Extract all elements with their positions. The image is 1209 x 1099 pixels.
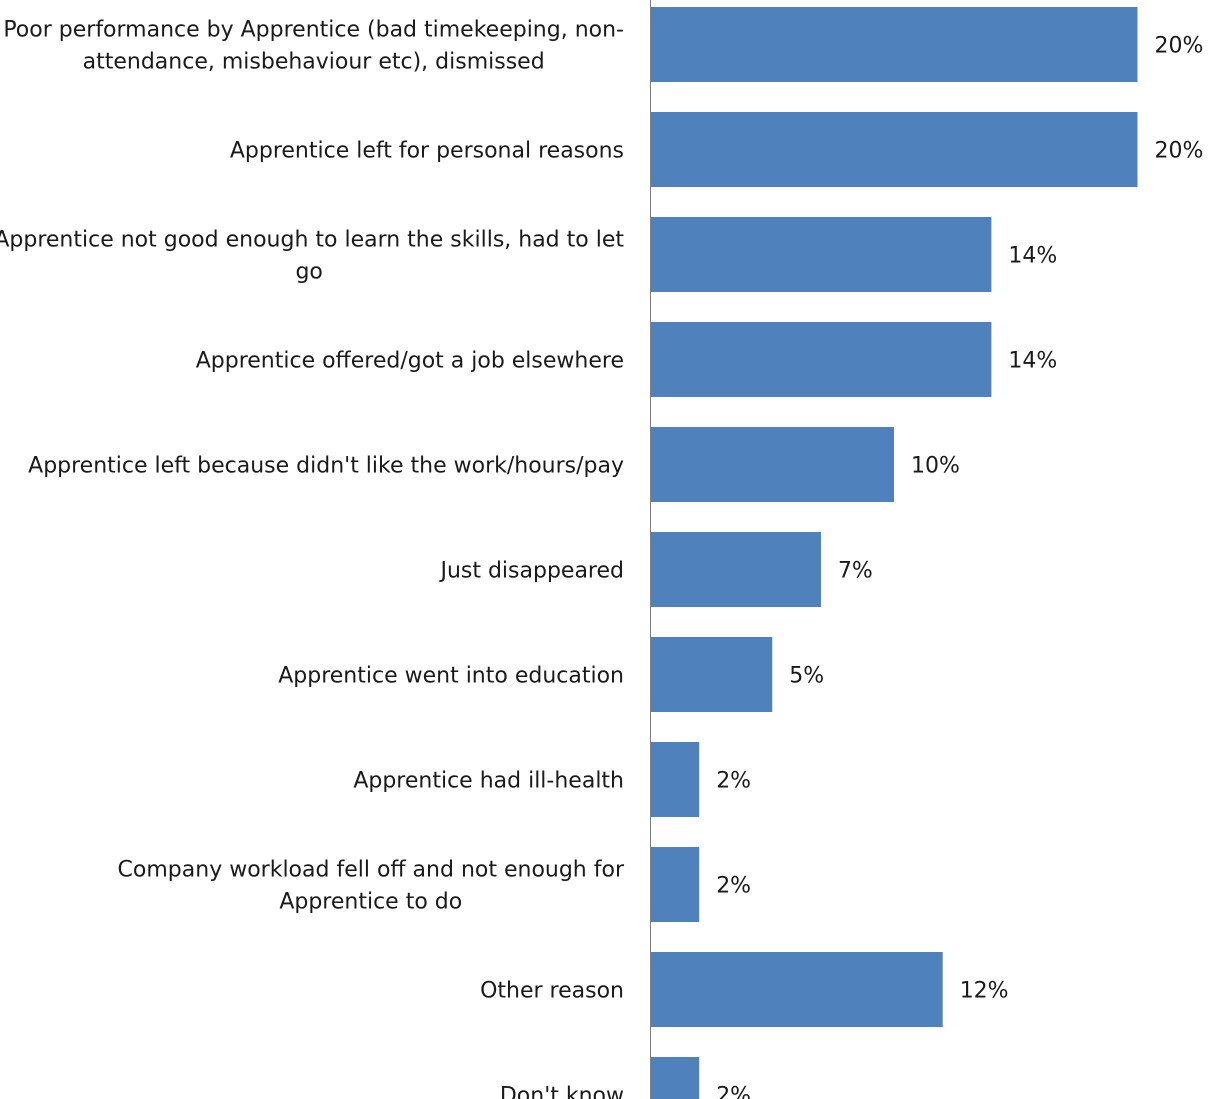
category-label-8: Company workload fell off and not enough…: [118, 858, 625, 915]
bars-group: [650, 7, 1138, 1099]
bar-1: [650, 112, 1138, 187]
bar-5: [650, 532, 821, 607]
category-label-0: Poor performance by Apprentice (bad time…: [3, 18, 624, 75]
category-label-3: Apprentice offered/got a job elsewhere: [196, 349, 624, 374]
bar-9: [650, 952, 943, 1027]
value-label-5: 7%: [838, 559, 873, 584]
category-label-8-line-0: Company workload fell off and not enough…: [118, 858, 625, 883]
value-label-3: 14%: [1008, 349, 1057, 374]
category-label-10: Don't know: [500, 1084, 624, 1099]
category-labels-group: Poor performance by Apprentice (bad time…: [0, 18, 625, 1099]
value-label-8: 2%: [716, 874, 751, 899]
category-label-0-line-1: attendance, misbehaviour etc), dismissed: [83, 50, 545, 75]
bar-4: [650, 427, 894, 502]
value-label-7: 2%: [716, 769, 751, 794]
category-label-7: Apprentice had ill-health: [353, 769, 624, 794]
bar-0: [650, 7, 1138, 82]
value-label-6: 5%: [789, 664, 824, 689]
category-label-5: Just disappeared: [438, 559, 624, 584]
category-label-1: Apprentice left for personal reasons: [230, 139, 624, 164]
bar-2: [650, 217, 992, 292]
category-label-6: Apprentice went into education: [278, 664, 624, 689]
value-label-4: 10%: [911, 454, 960, 479]
bar-6: [650, 637, 773, 712]
category-label-9: Other reason: [480, 979, 624, 1004]
category-label-2-line-1: go: [295, 260, 322, 285]
bar-7: [650, 742, 700, 817]
bar-8: [650, 847, 700, 922]
category-label-4: Apprentice left because didn't like the …: [28, 454, 624, 479]
category-label-8-line-1: Apprentice to do: [279, 890, 462, 915]
category-label-2: Apprentice not good enough to learn the …: [0, 228, 624, 285]
value-label-10: 2%: [716, 1084, 751, 1099]
value-labels-group: 20% 20% 14% 14% 10% 7% 5% 2% 2% 12% 2%: [716, 34, 1203, 1099]
value-label-0: 20%: [1155, 34, 1204, 59]
value-label-2: 14%: [1008, 244, 1057, 269]
value-label-9: 12%: [960, 979, 1009, 1004]
category-label-2-line-0: Apprentice not good enough to learn the …: [0, 228, 624, 253]
bar-10: [650, 1057, 700, 1099]
bar-3: [650, 322, 992, 397]
category-label-0-line-0: Poor performance by Apprentice (bad time…: [3, 18, 624, 43]
value-label-1: 20%: [1155, 139, 1204, 164]
